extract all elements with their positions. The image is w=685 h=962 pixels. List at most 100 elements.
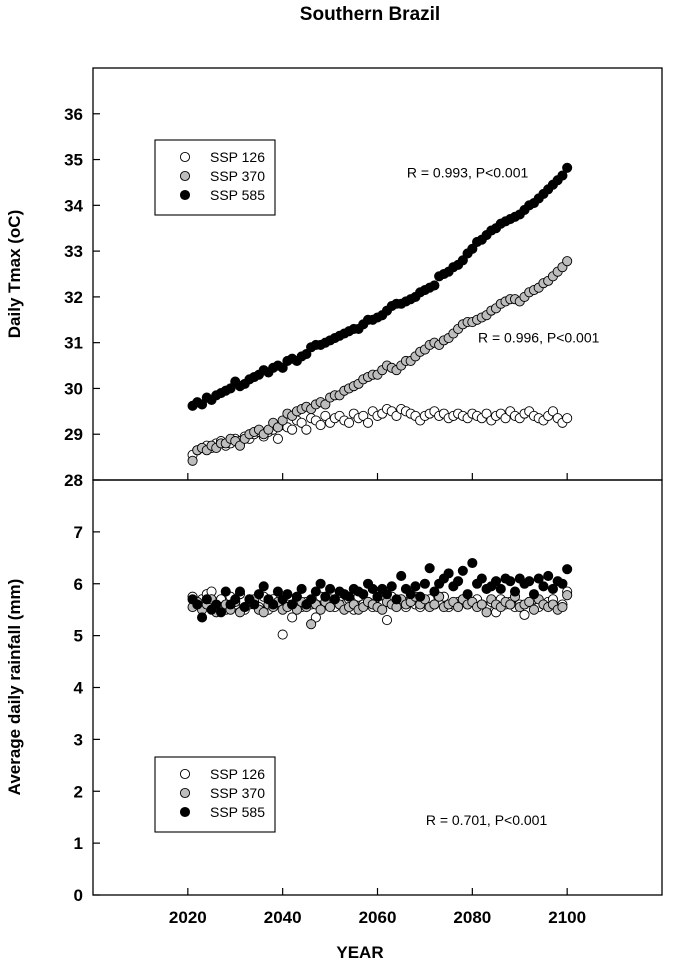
rain-data-point: [291, 591, 302, 602]
tmax-y-tick-label: 28: [64, 471, 83, 490]
rain-legend-label: SSP 370: [210, 785, 265, 801]
rain-data-point: [453, 576, 464, 587]
tmax-data-point: [343, 417, 355, 428]
rain-annotation: R = 0.701, P<0.001: [426, 812, 548, 828]
tmax-legend-marker: [179, 151, 191, 163]
rain-data-point: [315, 604, 326, 615]
tmax-legend: SSP 126 SSP 370 SSP 585: [154, 139, 276, 216]
rain-data-point: [197, 612, 208, 623]
rain-legend-label: SSP 585: [210, 804, 265, 820]
tmax-legend-marker: [179, 189, 191, 201]
rain-series-ssp-585: [187, 557, 573, 623]
tmax-annotation: R = 0.996, P<0.001: [478, 330, 600, 346]
rain-y-axis-label: Average daily rainfall (mm): [5, 579, 24, 796]
tmax-data-point: [272, 422, 283, 433]
rain-data-point: [505, 599, 516, 610]
rain-data-point: [509, 586, 521, 597]
tmax-data-point: [277, 362, 288, 373]
rain-data-point: [239, 602, 250, 613]
rain-data-point: [268, 599, 279, 610]
tmax-data-point: [263, 424, 274, 435]
tmax-legend-label: SSP 585: [210, 187, 265, 203]
tmax-data-point: [358, 410, 369, 421]
rain-data-point: [557, 578, 568, 589]
rain-data-point: [476, 599, 487, 610]
tmax-y-tick-label: 31: [64, 334, 83, 353]
rain-y-tick-label: 0: [74, 886, 83, 905]
rain-data-point: [481, 607, 492, 618]
tmax-y-tick-label: 30: [64, 379, 83, 398]
rain-data-point: [315, 578, 326, 589]
rain-data-point: [391, 594, 402, 605]
rain-y-tick-label: 6: [74, 575, 83, 594]
tmax-data-point: [272, 433, 283, 444]
tmax-y-axis-label: Daily Tmax (oC): [5, 210, 24, 338]
rain-data-point: [201, 594, 212, 605]
rain-legend-marker: [179, 787, 191, 799]
rain-data-point: [306, 594, 317, 605]
rain-data-point: [372, 591, 383, 602]
rain-data-point: [215, 607, 227, 618]
tmax-data-point: [557, 170, 568, 181]
rain-data-point: [253, 589, 265, 600]
rain-legend-marker: [179, 768, 191, 780]
rain-data-point: [211, 599, 222, 610]
rain-data-point: [457, 565, 468, 576]
rain-data-point: [429, 586, 440, 597]
tmax-data-point: [301, 349, 312, 360]
tmax-annotation: R = 0.993, P<0.001: [407, 164, 529, 180]
rain-legend-label: SSP 126: [210, 766, 265, 782]
tmax-data-point: [315, 420, 326, 431]
rain-data-point: [377, 604, 388, 615]
chart-title: Southern Brazil: [300, 4, 440, 25]
rain-y-tick-label: 3: [74, 730, 83, 749]
tmax-y-tick-label: 32: [64, 288, 83, 307]
tmax-legend-marker: [179, 170, 191, 182]
rain-y-tick-label: 7: [74, 523, 83, 542]
rain-data-point: [258, 581, 269, 592]
x-axis-label: YEAR: [336, 943, 383, 962]
tmax-y-tick-label: 35: [64, 151, 83, 170]
rain-plot-frame: [92, 479, 663, 896]
tmax-data-point: [562, 162, 573, 173]
rain-data-point: [272, 586, 283, 597]
rain-data-point: [538, 581, 549, 592]
tmax-data-point: [287, 424, 298, 435]
rain-data-point: [220, 586, 231, 597]
rain-data-point: [329, 594, 340, 605]
rain-data-point: [562, 590, 573, 601]
tmax-y-tick-label: 34: [64, 196, 83, 215]
rain-data-point: [381, 615, 393, 626]
rain-data-point: [562, 564, 573, 575]
tmax-y-tick-label: 36: [64, 105, 83, 124]
rain-data-point: [192, 599, 203, 610]
tmax-y-tick-label: 29: [64, 425, 83, 444]
rain-data-point: [453, 602, 464, 613]
rain-data-point: [306, 619, 317, 630]
rain-data-point: [524, 596, 535, 607]
rain-data-point: [320, 591, 331, 602]
rain-x-tick-label: 2020: [169, 908, 207, 927]
rain-data-point: [476, 573, 487, 584]
rain-data-point: [547, 583, 558, 594]
tmax-data-point: [467, 243, 478, 254]
rainfall-panel: 0 1 2 3 4 5 6 7 2020 2040 2060 2080 2100 Average dail…: [5, 479, 663, 927]
rain-data-point: [490, 576, 502, 587]
tmax-data-point: [429, 280, 440, 291]
rain-data-point: [533, 573, 544, 584]
tmax-data-point: [362, 417, 374, 428]
tmax-data-point: [320, 410, 331, 421]
tmax-data-point: [234, 440, 246, 451]
rain-data-point: [543, 570, 554, 582]
tmax-data-point: [481, 408, 492, 419]
tmax-data-point: [547, 406, 558, 417]
rain-data-point: [282, 589, 293, 600]
rain-data-point: [310, 612, 321, 623]
tmax-data-point: [225, 383, 236, 394]
rain-data-point: [296, 583, 307, 594]
rain-data-point: [419, 578, 430, 589]
tmax-y-tick-label: 33: [64, 242, 83, 261]
rain-data-point: [249, 599, 260, 610]
tmax-legend-label: SSP 126: [210, 149, 265, 165]
